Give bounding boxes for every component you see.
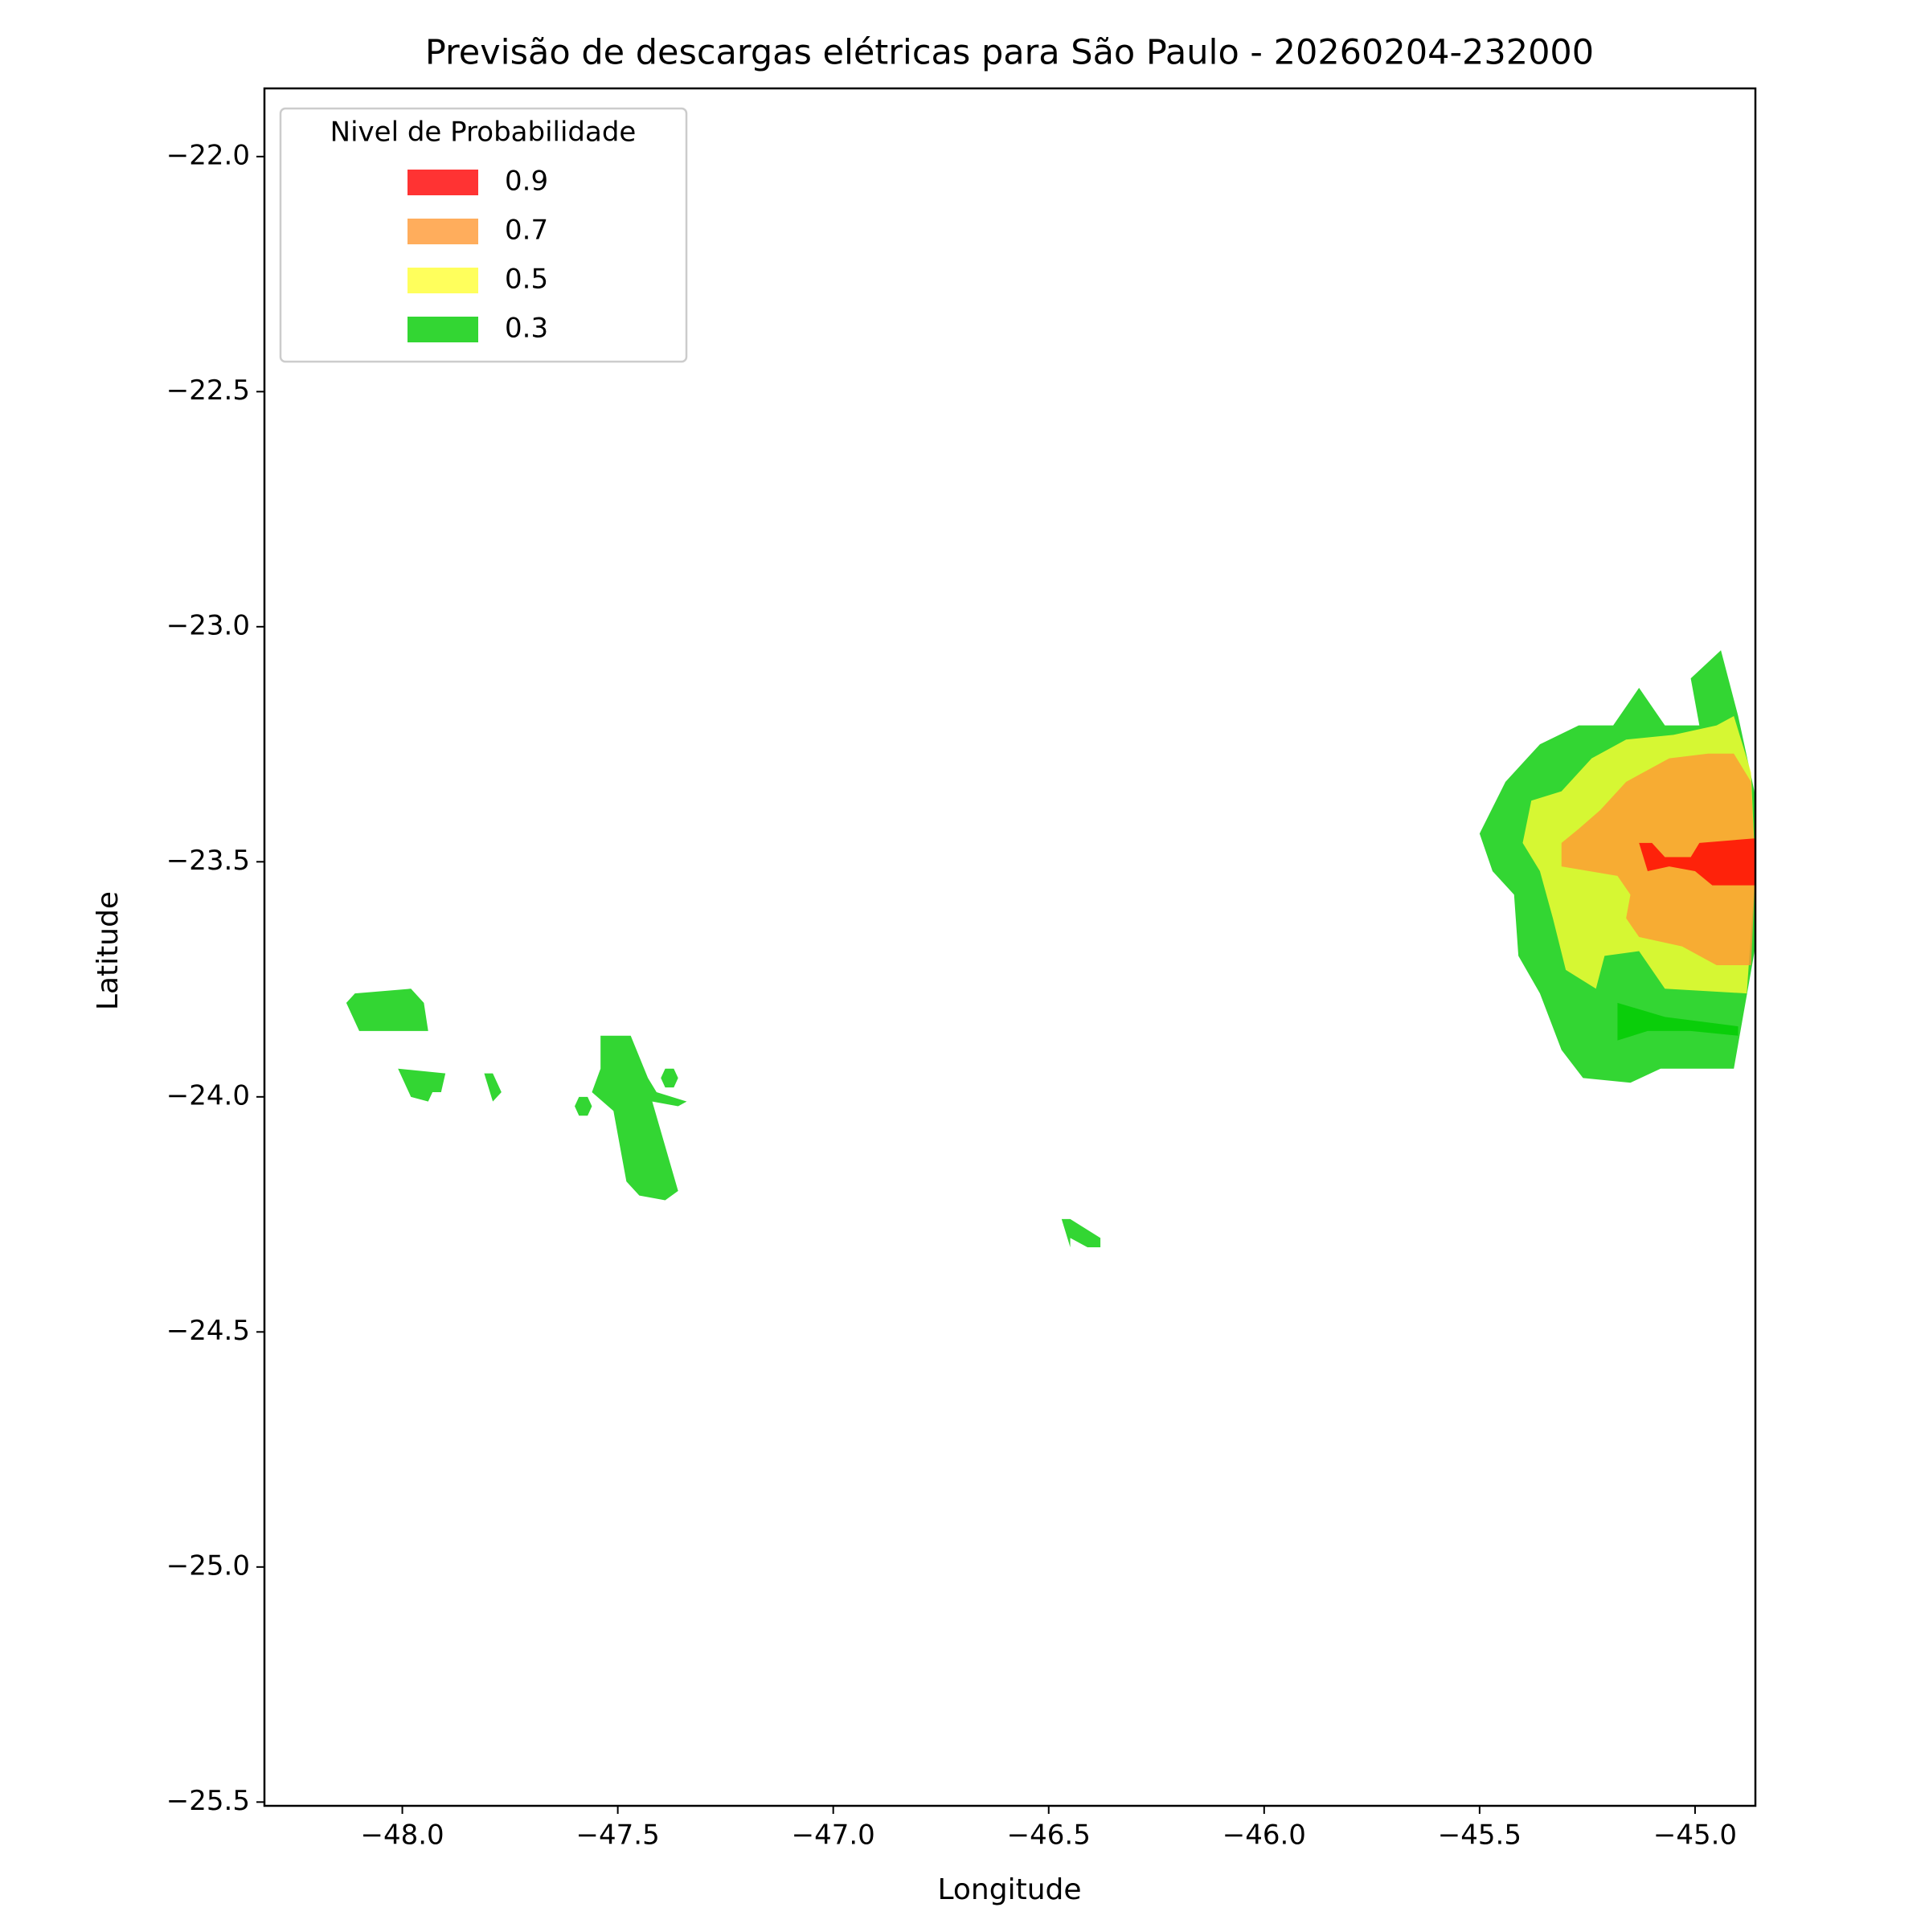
y-tick-label: −24.5 [166,1315,250,1347]
y-tick-label: −23.0 [166,609,250,641]
legend: Nivel de Probabilidade 0.9 0.7 0.5 0.3 [279,107,688,363]
x-tick-label: −45.0 [1653,1819,1737,1852]
legend-swatch [408,219,478,244]
y-tick-label: −24.0 [166,1079,250,1111]
y-axis-label: Latitude [92,891,125,1010]
probability-region [1639,838,1755,886]
y-tick-label: −25.5 [166,1785,250,1817]
probability-region [592,1035,687,1201]
legend-swatch [408,268,478,293]
probability-region [661,1068,678,1088]
probability-region [346,989,428,1031]
chart-title: Previsão de descargas elétricas para São… [425,33,1594,73]
probability-region [1617,1002,1739,1041]
y-tick-label: −23.5 [166,845,250,877]
x-tick-label: −48.0 [360,1819,444,1852]
probability-region [575,1096,592,1116]
x-tick-label: −46.0 [1223,1819,1306,1852]
y-tick-label: −22.5 [166,375,250,407]
legend-label: 0.3 [505,313,548,345]
probability-region [398,1068,446,1102]
legend-label: 0.5 [505,264,548,296]
legend-box [279,107,688,363]
x-tick-label: −46.5 [1007,1819,1091,1852]
regions [346,650,1755,1248]
legend-title: Nivel de Probabilidade [330,117,637,149]
x-axis-label: Longitude [937,1873,1081,1906]
legend-swatch [408,170,478,195]
x-tick-label: −47.0 [792,1819,875,1852]
x-tick-label: −45.5 [1438,1819,1521,1852]
legend-label: 0.9 [505,166,548,198]
legend-label: 0.7 [505,215,548,247]
legend-swatch [408,317,478,342]
probability-region [484,1073,502,1102]
plot-frame [263,87,1757,1807]
probability-region [1061,1218,1101,1248]
x-tick-label: −47.5 [576,1819,660,1852]
y-tick-label: −25.0 [166,1549,250,1582]
y-tick-label: −22.0 [166,139,250,171]
